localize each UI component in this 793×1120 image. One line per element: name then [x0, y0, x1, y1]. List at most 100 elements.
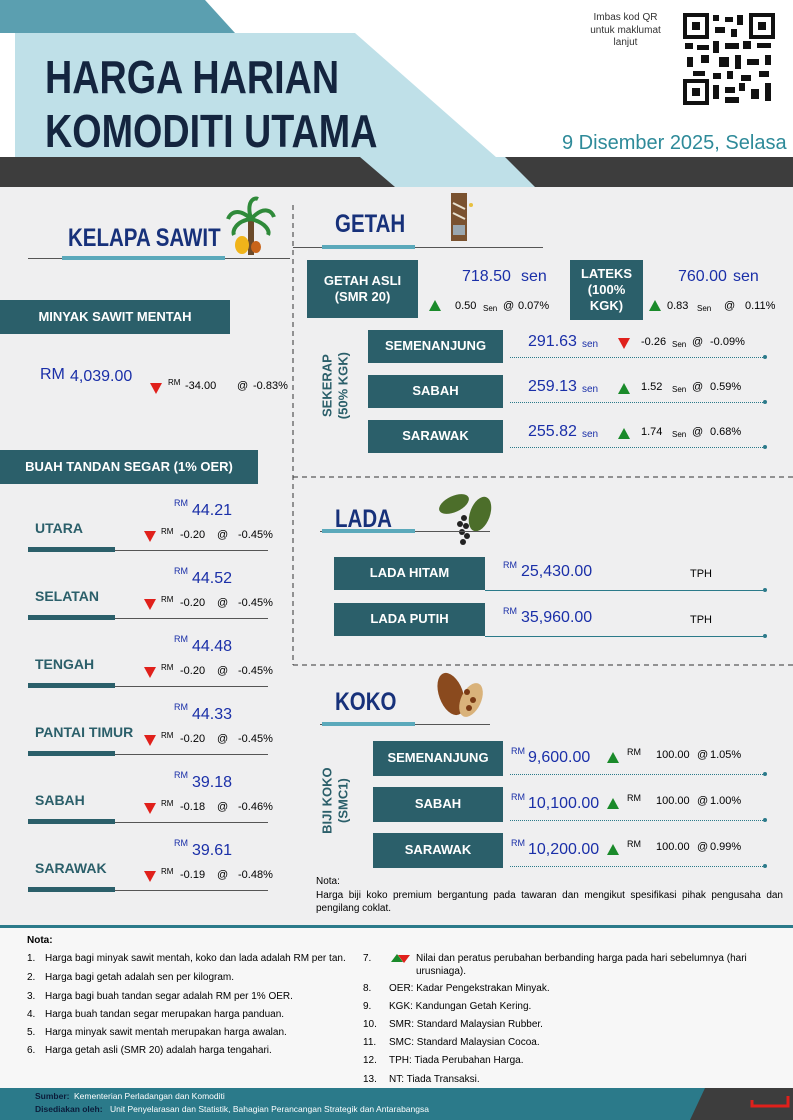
- change: 100.00: [656, 749, 690, 761]
- unit: sen: [582, 429, 599, 440]
- change: -0.19: [180, 869, 206, 881]
- change: 0.50: [455, 300, 477, 312]
- note-num: 13.: [363, 1074, 377, 1085]
- currency: RM: [627, 793, 641, 803]
- unit: Sen: [672, 430, 687, 439]
- rule: [28, 618, 268, 619]
- currency: RM: [161, 867, 174, 876]
- at: @: [503, 300, 515, 312]
- footer-text: Unit Penyelarasan dan Statistik, Bahagia…: [110, 1104, 429, 1114]
- unit: Sen: [483, 304, 498, 313]
- price: 255.82: [528, 423, 577, 440]
- change: TPH: [690, 614, 712, 626]
- title-line: HARGA HARIAN: [45, 51, 340, 103]
- currency: RM: [174, 566, 188, 576]
- note-num: 12.: [363, 1055, 377, 1066]
- at: @: [217, 597, 229, 609]
- region-name: SELATAN: [35, 588, 100, 604]
- section-title: KELAPA SAWIT: [68, 224, 221, 252]
- currency: RM: [511, 792, 525, 802]
- rule: [28, 751, 115, 756]
- price: 259.13: [528, 378, 577, 395]
- dot: [763, 400, 767, 404]
- price: 9,600.00: [528, 749, 591, 766]
- label-box: LADA PUTIH: [334, 603, 485, 636]
- unit: Sen: [697, 304, 712, 313]
- currency: RM: [161, 663, 174, 672]
- currency: RM: [168, 378, 181, 387]
- currency: RM: [511, 746, 525, 756]
- note-text: Harga getah asli (SMR 20) adalah harga t…: [45, 1045, 272, 1056]
- change: 0.83: [667, 300, 689, 312]
- arrow-down: [144, 871, 156, 882]
- note-title: Nota:: [316, 876, 340, 887]
- currency: RM: [174, 634, 188, 644]
- arrow-up: [607, 798, 619, 809]
- pct: -0.45%: [238, 597, 273, 609]
- price: 760.00: [678, 268, 727, 285]
- pct: -0.45%: [238, 529, 273, 541]
- pct: -0.48%: [238, 869, 273, 881]
- rule: [28, 822, 268, 823]
- dot: [763, 355, 767, 359]
- pct: -0.09%: [710, 336, 745, 348]
- note-num: 10.: [363, 1019, 377, 1030]
- change: 1.52: [641, 381, 663, 393]
- rule: [28, 887, 115, 892]
- footer-text: Kementerian Perladangan dan Komoditi: [74, 1091, 225, 1101]
- date: 9 Disember 2025, Selasa: [562, 132, 787, 154]
- note-num: 6.: [27, 1045, 36, 1056]
- price: 44.52: [192, 570, 233, 587]
- at: @: [697, 749, 709, 761]
- vertical-label: BIJI KOKO (SMC1): [319, 767, 350, 834]
- currency: RM: [174, 498, 188, 508]
- price: 44.48: [192, 638, 233, 655]
- change: TPH: [690, 568, 712, 580]
- note-text: TPH: Tiada Perubahan Harga.: [389, 1055, 524, 1066]
- rule: [28, 754, 268, 755]
- note-num: 3.: [27, 991, 36, 1002]
- pct: 0.68%: [710, 426, 742, 438]
- unit: sen: [733, 268, 759, 285]
- region-name: UTARA: [35, 520, 83, 536]
- change: 100.00: [656, 795, 690, 807]
- note: Harga biji koko premium bergantung pada …: [316, 890, 783, 914]
- footer-label: Disediakan oleh:: [35, 1104, 103, 1114]
- change: -0.20: [180, 597, 206, 609]
- at: @: [217, 801, 229, 813]
- rule: [293, 247, 543, 248]
- rule: [28, 547, 115, 552]
- arrow-down: [144, 667, 156, 678]
- rule: [28, 819, 115, 824]
- pct: -0.83%: [253, 380, 288, 392]
- currency: RM: [161, 799, 174, 808]
- label-box: SEMENANJUNG: [368, 330, 503, 363]
- notes-title: Nota:: [27, 935, 53, 946]
- dot: [763, 818, 767, 822]
- currency: RM: [161, 731, 174, 740]
- label-box: GETAH ASLI (SMR 20): [307, 260, 418, 318]
- arrow-down: [144, 599, 156, 610]
- arrow-up: [429, 300, 441, 311]
- note-num: 2.: [27, 972, 36, 983]
- at: @: [724, 300, 736, 312]
- rule: [322, 722, 415, 726]
- note-text: Nilai dan peratus perubahan berbanding h…: [416, 953, 747, 977]
- change: 1.74: [641, 426, 663, 438]
- note-text: SMR: Standard Malaysian Rubber.: [389, 1019, 543, 1030]
- note-num: 1.: [27, 953, 36, 964]
- pct: -0.45%: [238, 665, 273, 677]
- at: @: [217, 665, 229, 677]
- dot: [763, 772, 767, 776]
- note-text: NT: Tiada Transaksi.: [389, 1074, 480, 1085]
- note-text: Harga minyak sawit mentah merupakan harg…: [45, 1027, 287, 1038]
- vertical-label: SEKERAP (50% KGK): [319, 352, 350, 420]
- price: 35,960.00: [521, 609, 593, 626]
- note-text: Harga buah tandan segar merupakan harga …: [45, 1009, 285, 1020]
- price: 291.63: [528, 333, 577, 350]
- label-box: SARAWAK: [373, 833, 503, 868]
- arrow-up: [618, 383, 630, 394]
- arrow-up: [607, 844, 619, 855]
- at: @: [217, 869, 229, 881]
